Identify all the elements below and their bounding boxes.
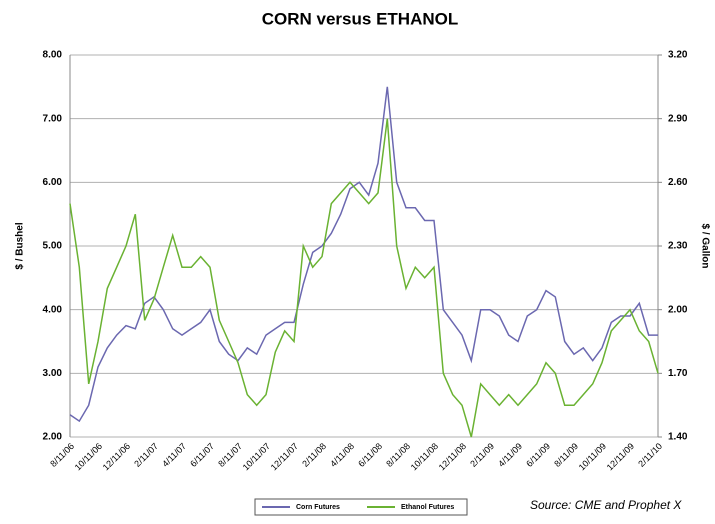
- y-axis-label: $ / Bushel: [15, 222, 26, 269]
- x-tick-label: 4/11/07: [160, 441, 188, 469]
- legend-box: [254, 498, 468, 516]
- legend-label: Ethanol Futures: [401, 504, 454, 511]
- x-tick-label: 6/11/09: [524, 441, 552, 469]
- x-tick-label: 2/11/08: [300, 441, 328, 469]
- y-tick-label: 4.00: [43, 304, 63, 315]
- y2-tick-label: 2.90: [668, 113, 688, 124]
- y2-tick-label: 1.40: [668, 432, 688, 443]
- y2-axis-label: $ / Gallon: [699, 223, 710, 268]
- y2-tick-label: 2.60: [668, 177, 688, 188]
- y2-tick-label: 2.30: [668, 241, 688, 252]
- x-tick-label: 6/11/07: [188, 441, 216, 469]
- x-tick-label: 12/11/07: [269, 441, 300, 472]
- y2-tick-label: 2.00: [668, 304, 688, 315]
- y-tick-label: 3.00: [43, 368, 63, 379]
- series-line: [69, 86, 658, 423]
- x-tick-label: 4/11/09: [496, 441, 524, 469]
- x-tick-label: 2/11/10: [636, 441, 664, 469]
- x-tick-label: 10/11/08: [409, 441, 440, 472]
- y-tick-label: 6.00: [43, 177, 63, 188]
- x-tick-label: 6/11/08: [356, 441, 384, 469]
- x-tick-label: 8/11/08: [384, 441, 412, 469]
- x-tick-label: 2/11/07: [132, 441, 160, 469]
- y-tick-label: 8.00: [43, 50, 63, 61]
- y-tick-label: 5.00: [43, 241, 63, 252]
- x-tick-label: 12/11/06: [101, 441, 132, 472]
- series-line: [69, 118, 659, 438]
- y2-tick-label: 1.70: [668, 368, 688, 379]
- y-tick-label: 2.00: [43, 432, 63, 443]
- source-note: Source: CME and Prophet X: [530, 498, 682, 512]
- x-tick-label: 10/11/06: [73, 441, 104, 472]
- chart-title: CORN versus ETHANOL: [262, 9, 458, 28]
- x-tick-label: 12/11/09: [605, 441, 636, 472]
- x-tick-label: 10/11/07: [241, 441, 272, 472]
- y2-tick-label: 3.20: [668, 50, 688, 61]
- x-tick-label: 8/11/07: [216, 441, 244, 469]
- x-tick-label: 2/11/09: [468, 441, 496, 469]
- x-tick-label: 8/11/09: [552, 441, 580, 469]
- x-tick-label: 8/11/06: [48, 441, 76, 469]
- x-tick-label: 10/11/09: [577, 441, 608, 472]
- y-tick-label: 7.00: [43, 113, 63, 124]
- legend-label: Corn Futures: [296, 504, 340, 511]
- x-tick-label: 4/11/08: [328, 441, 356, 469]
- x-tick-label: 12/11/08: [437, 441, 468, 472]
